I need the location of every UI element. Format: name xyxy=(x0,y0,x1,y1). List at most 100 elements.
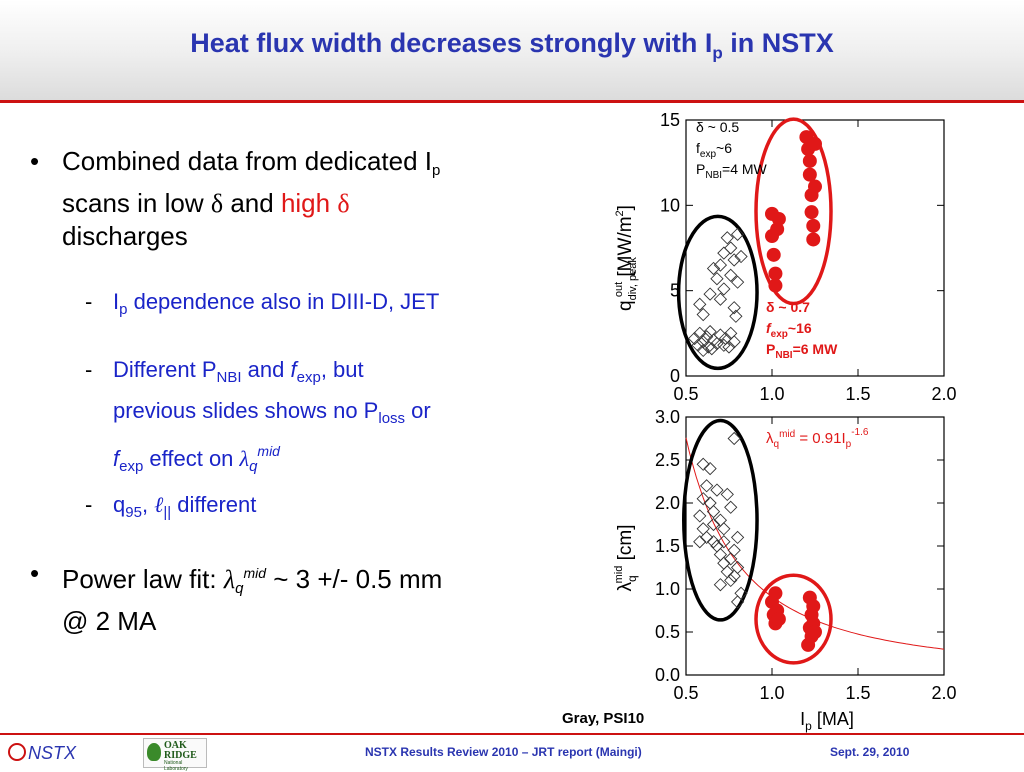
group-ellipse xyxy=(754,573,833,665)
data-point-circle xyxy=(808,179,822,194)
x-tick-label: 0.5 xyxy=(673,384,698,404)
y-tick-label: 0.0 xyxy=(655,665,680,685)
data-point-diamond xyxy=(696,492,710,506)
y-axis-label: qdiv, peakout [MW/m2] xyxy=(613,205,639,311)
data-point-diamond xyxy=(713,258,728,272)
data-point-diamond xyxy=(713,578,728,592)
data-point-diamond xyxy=(720,231,734,245)
y-axis-label: λqmid [cm] xyxy=(613,524,639,591)
data-point-diamond xyxy=(730,530,745,545)
sub-bullet-text: or xyxy=(405,398,431,423)
x-axis-label: Ip [MA] xyxy=(800,709,854,733)
data-point-circle xyxy=(806,599,821,614)
data-point-diamond xyxy=(729,309,743,323)
bullet-text: Power law fit: xyxy=(62,564,224,594)
data-point-circle xyxy=(808,625,822,639)
data-point-diamond xyxy=(734,249,748,264)
data-point-diamond xyxy=(696,343,710,358)
top-plot: 0.5 1.0 1.5 2.0 0 5 10 15 qdiv, peakout [MW/m2] δ… xyxy=(613,110,957,404)
data-point-diamond xyxy=(724,573,738,588)
slide-title: Heat flux width decreases strongly with … xyxy=(0,28,1024,63)
sub-bullet-text: Different P xyxy=(113,357,217,382)
data-point-diamond xyxy=(693,297,707,311)
high-label: high xyxy=(280,188,338,218)
x-tick-label: 2.0 xyxy=(931,683,956,703)
data-point-diamond xyxy=(693,509,707,523)
y-tick-label: 2.0 xyxy=(655,493,680,513)
subscript: q xyxy=(235,580,244,597)
data-point-circle xyxy=(768,278,783,293)
data-point-diamond xyxy=(727,569,741,583)
data-point-diamond xyxy=(700,530,714,545)
nstx-logo: NSTX xyxy=(8,743,76,764)
sub-bullet-text: effect on xyxy=(143,446,240,471)
group-ellipse xyxy=(682,418,759,622)
bullet-dot: • xyxy=(30,146,40,176)
bullet-text: ~ 3 +/- 0.5 mm xyxy=(266,564,443,594)
header-divider xyxy=(0,100,1024,103)
data-point-diamond xyxy=(727,253,741,267)
y-tick-label: 0 xyxy=(670,366,680,386)
nstx-logo-icon xyxy=(8,743,26,761)
legend-low-fexp: fexp~6 xyxy=(696,140,732,160)
delta-symbol: δ xyxy=(210,189,224,218)
y-tick-label: 5 xyxy=(670,281,680,301)
footer-date: Sept. 29, 2010 xyxy=(830,745,910,759)
data-point-diamond xyxy=(713,292,728,306)
subscript: loss xyxy=(378,410,406,427)
data-point-diamond xyxy=(705,342,719,356)
ell-symbol: ℓ xyxy=(154,492,164,517)
x-tick-label: 1.5 xyxy=(845,683,870,703)
y-tick-label: 1.0 xyxy=(655,579,680,599)
data-point-diamond xyxy=(727,335,741,349)
lambda-symbol: λ xyxy=(223,565,236,594)
data-point-diamond xyxy=(687,331,702,346)
y-tick-label: 3.0 xyxy=(655,407,680,427)
data-point-circle xyxy=(768,266,783,281)
data-point-diamond xyxy=(724,268,738,282)
y-tick-label: 15 xyxy=(660,110,680,130)
data-point-diamond xyxy=(710,483,724,497)
data-point-diamond xyxy=(706,535,721,549)
subscript: || xyxy=(163,504,172,521)
data-point-diamond xyxy=(710,272,724,286)
nstx-logo-text: NSTX xyxy=(28,743,77,763)
data-point-diamond xyxy=(703,461,717,476)
data-point-circle xyxy=(804,205,819,220)
bullet-text: discharges xyxy=(62,221,188,251)
data-point-circle xyxy=(766,247,781,262)
y-tick-label: 0.5 xyxy=(655,622,680,642)
title-text: Heat flux width decreases strongly with … xyxy=(190,28,713,58)
data-point-diamond xyxy=(696,307,710,322)
data-point-diamond xyxy=(693,535,707,549)
sub-bullet-text: q xyxy=(113,492,126,517)
data-point-circle xyxy=(801,637,816,652)
sub-bullet-text: previous slides shows no P xyxy=(113,398,379,423)
sub-bullet-text: , xyxy=(141,492,155,517)
sub-bullet-text: and xyxy=(241,357,291,382)
oak-ridge-logo-text: RIDGE xyxy=(164,750,197,761)
sub-bullet-dash: - xyxy=(85,289,93,314)
sub-bullet-text: different xyxy=(171,492,257,517)
lambda-symbol: λ xyxy=(239,446,250,471)
f-italic: f xyxy=(290,357,297,382)
figure-svg: 0.5 1.0 1.5 2.0 0 5 10 15 qdiv, peakout [MW/m2] δ… xyxy=(613,108,965,733)
y-tick-label: 1.5 xyxy=(655,536,680,556)
legend-low-delta: δ ~ 0.5 xyxy=(696,119,739,135)
data-point-diamond xyxy=(700,479,714,493)
x-tick-label: 0.5 xyxy=(673,683,698,703)
x-tick-label: 1.0 xyxy=(759,683,784,703)
oak-ridge-logo-text: OAK xyxy=(164,740,187,751)
footer-divider xyxy=(0,733,1024,735)
sub-bullet-text: , but xyxy=(320,357,364,382)
legend-high-delta: δ ~ 0.7 xyxy=(766,299,810,315)
legend-low-pnbi: PNBI=4 MW xyxy=(696,161,768,181)
group-ellipse xyxy=(754,117,833,306)
bullet-text: scans in low xyxy=(62,188,211,218)
x-tick-label: 1.5 xyxy=(845,384,870,404)
oak-ridge-logo: OAK RIDGE National Laboratory xyxy=(143,738,207,772)
subscript: NBI xyxy=(216,369,242,386)
bullet-dot: • xyxy=(30,558,40,588)
group-ellipse xyxy=(676,214,759,371)
